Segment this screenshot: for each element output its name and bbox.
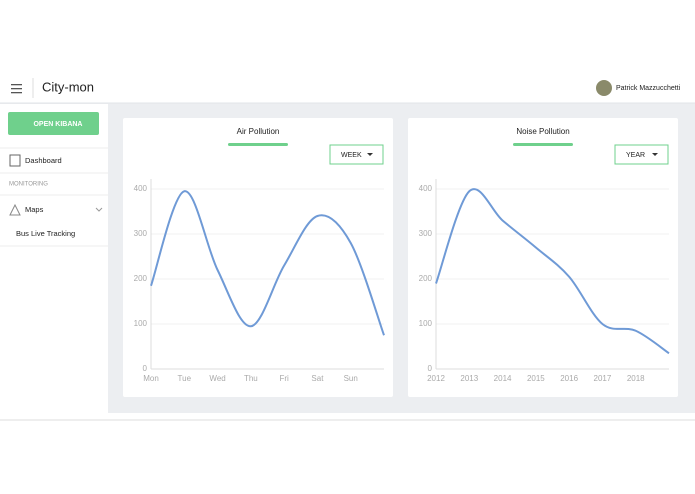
avatar[interactable] [596, 80, 612, 96]
card [123, 118, 393, 397]
chart-title: Air Pollution [237, 127, 280, 136]
dropdown[interactable] [614, 144, 669, 165]
y-tick-label: 200 [419, 274, 433, 283]
x-tick-label: Mon [143, 374, 159, 383]
x-tick-label: Sat [311, 374, 324, 383]
x-tick-label: Wed [209, 374, 225, 383]
x-tick-label: Fri [279, 374, 289, 383]
x-tick-label: 2018 [627, 374, 645, 383]
data-line [435, 188, 670, 355]
x-tick-label: 2013 [460, 374, 478, 383]
brand[interactable]: City-mon [42, 79, 94, 94]
dropdown-caret[interactable] [367, 153, 373, 156]
y-tick-label: 200 [134, 274, 148, 283]
map-icon [9, 203, 21, 216]
kibana-button[interactable] [8, 112, 99, 135]
x-tick-label: 2012 [427, 374, 445, 383]
nav-item[interactable]: Maps [25, 205, 44, 214]
home-icon [9, 154, 21, 167]
x-tick-label: Sun [344, 374, 358, 383]
user-name[interactable]: Patrick Mazzucchetti [616, 85, 681, 92]
y-tick-label: 400 [419, 184, 433, 193]
dropdown-label[interactable]: YEAR [626, 152, 645, 159]
section-label: MONITORING [9, 182, 48, 188]
x-tick-label: Tue [178, 374, 192, 383]
y-tick-label: 100 [419, 319, 433, 328]
nav-item[interactable]: Dashboard [25, 156, 62, 165]
button-label[interactable]: OPEN KIBANA [33, 121, 82, 128]
x-tick-label: 2017 [594, 374, 612, 383]
y-tick-label: 400 [134, 184, 148, 193]
y-tick-label: 0 [428, 364, 433, 373]
sidebar [0, 104, 108, 413]
chevron[interactable] [95, 207, 103, 212]
chart-title: Noise Pollution [516, 127, 569, 136]
menu-icon[interactable] [11, 84, 22, 94]
y-tick-label: 0 [143, 364, 148, 373]
data-line [150, 190, 385, 336]
title-underline [228, 143, 288, 146]
dropdown-label[interactable]: WEEK [341, 152, 362, 159]
x-tick-label: 2014 [494, 374, 512, 383]
y-tick-label: 100 [134, 319, 148, 328]
nav-subitem[interactable]: Bus Live Tracking [16, 229, 75, 238]
x-tick-label: Thu [244, 374, 258, 383]
dropdown-caret[interactable] [652, 153, 658, 156]
y-tick-label: 300 [134, 229, 148, 238]
x-tick-label: 2016 [560, 374, 578, 383]
dropdown[interactable] [329, 144, 384, 165]
title-underline [513, 143, 573, 146]
x-tick-label: 2015 [527, 374, 545, 383]
y-tick-label: 300 [419, 229, 433, 238]
